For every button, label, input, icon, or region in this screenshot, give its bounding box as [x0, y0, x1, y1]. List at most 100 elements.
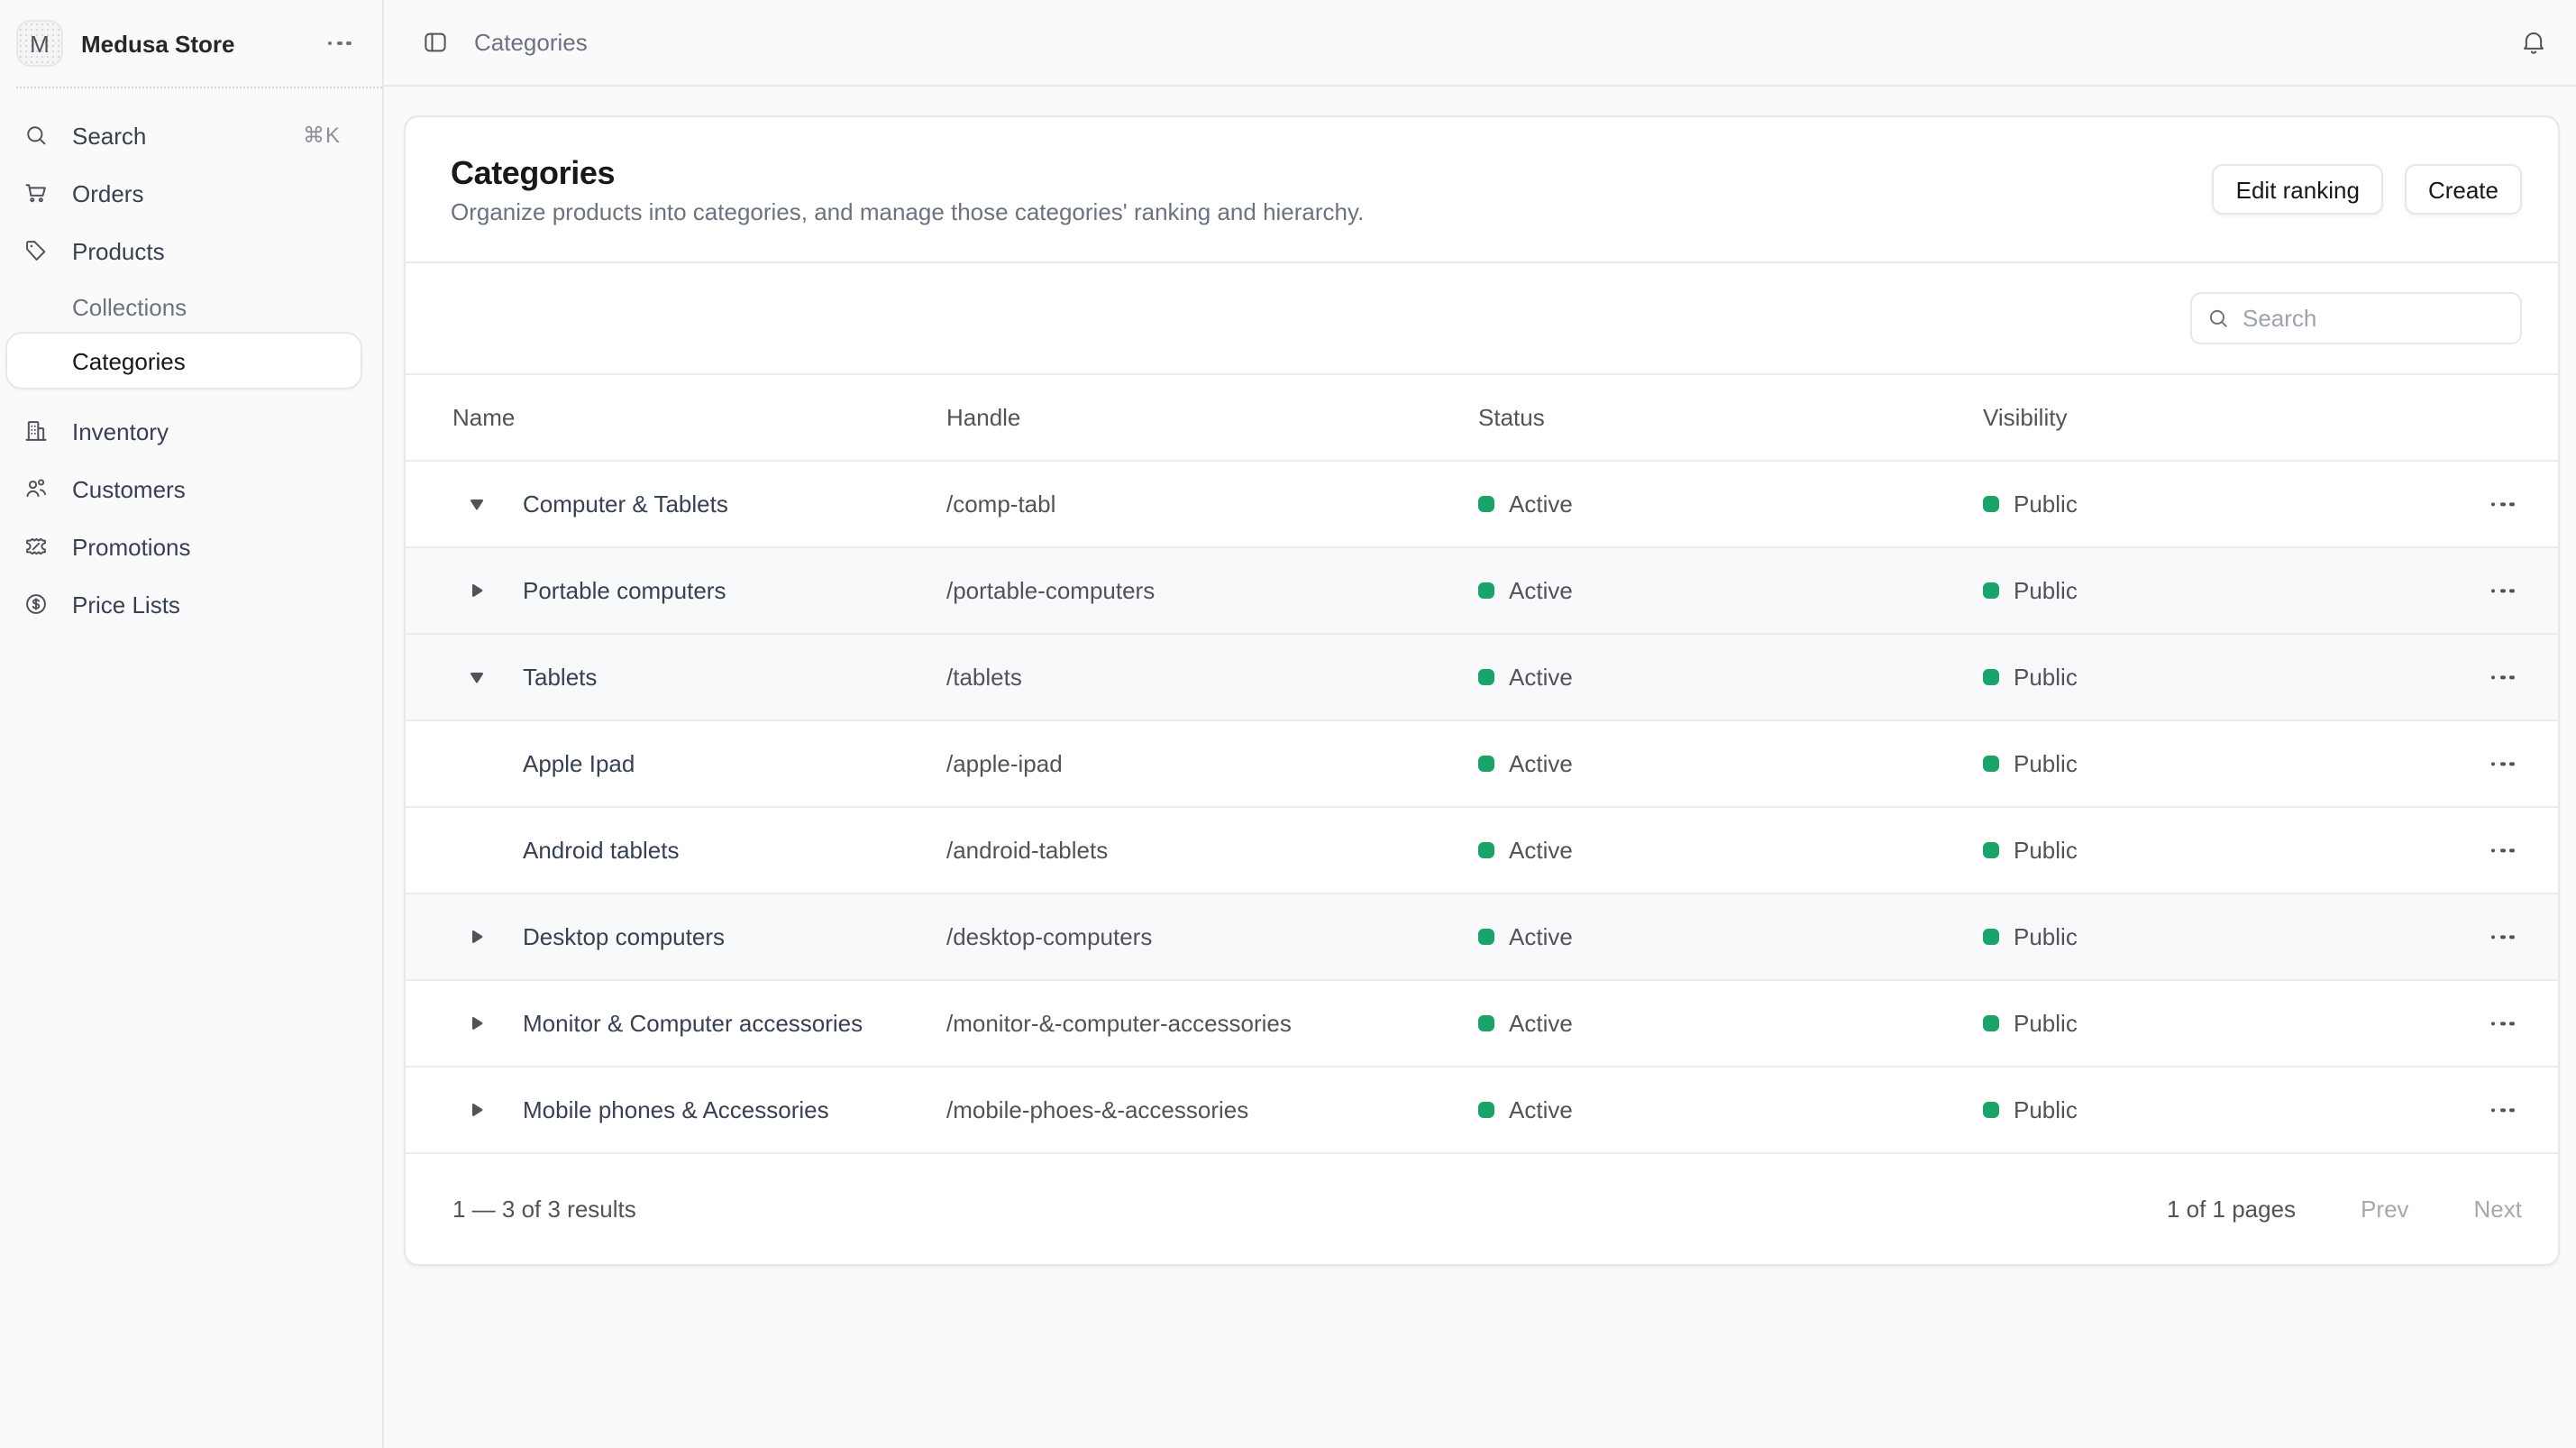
next-page-button[interactable]: Next	[2474, 1196, 2522, 1223]
table-row[interactable]: Apple Ipad /apple-ipad Active Public	[406, 721, 2558, 808]
category-name: Mobile phones & Accessories	[523, 1096, 829, 1123]
visibility-dot	[1983, 756, 1999, 772]
row-actions-button[interactable]	[2481, 494, 2524, 513]
breadcrumb: Categories	[474, 29, 588, 56]
table-row[interactable]: Computer & Tablets /comp-tabl Active Pub…	[406, 462, 2558, 548]
column-header-visibility: Visibility	[1983, 404, 2558, 431]
status-dot	[1478, 1102, 1494, 1118]
sidebar-item-customers[interactable]: Customers	[7, 460, 361, 518]
sidebar-item-orders[interactable]: Orders	[7, 164, 361, 222]
table-row[interactable]: Portable computers /portable-computers A…	[406, 548, 2558, 635]
category-name: Desktop computers	[523, 923, 725, 950]
categories-card: Categories Organize products into catego…	[404, 115, 2560, 1266]
table-row[interactable]: Desktop computers /desktop-computers Act…	[406, 894, 2558, 981]
sidebar-item-inventory[interactable]: Inventory	[7, 402, 361, 460]
sidebar-item-collections[interactable]: Collections	[7, 280, 361, 334]
table-search[interactable]	[2190, 292, 2522, 344]
visibility-dot	[1983, 929, 1999, 945]
ellipsis-icon	[2489, 588, 2517, 592]
visibility-dot	[1983, 496, 1999, 512]
sidebar-toggle-button[interactable]	[418, 25, 452, 60]
ellipsis-icon	[2489, 761, 2517, 765]
sidebar-item-promotions[interactable]: Promotions	[7, 518, 361, 575]
status-label: Active	[1509, 837, 1573, 864]
column-header-handle: Handle	[946, 404, 1478, 431]
prev-page-button[interactable]: Prev	[2361, 1196, 2408, 1223]
table-row[interactable]: Mobile phones & Accessories /mobile-phoe…	[406, 1068, 2558, 1154]
store-menu-button[interactable]	[318, 33, 361, 52]
store-avatar: M	[16, 20, 63, 67]
status-label: Active	[1509, 1096, 1573, 1123]
triangle-right-icon[interactable]	[449, 1015, 503, 1031]
category-name: Android tablets	[523, 837, 679, 864]
row-actions-button[interactable]	[2481, 754, 2524, 773]
row-actions-button[interactable]	[2481, 581, 2524, 600]
column-header-name: Name	[406, 404, 946, 431]
visibility-dot	[1983, 1015, 1999, 1031]
status-label: Active	[1509, 490, 1573, 518]
category-name: Computer & Tablets	[523, 490, 728, 518]
main-area: Categories Categories Organize products …	[384, 0, 2576, 1448]
table-row[interactable]: Tablets /tablets Active Public	[406, 635, 2558, 721]
ellipsis-icon	[2489, 674, 2517, 679]
status-dot	[1478, 842, 1494, 858]
status-label: Active	[1509, 577, 1573, 604]
category-name: Apple Ipad	[523, 750, 635, 777]
search-icon	[23, 123, 49, 148]
table-row[interactable]: Monitor & Computer accessories /monitor-…	[406, 981, 2558, 1068]
row-actions-button[interactable]	[2481, 1100, 2524, 1119]
sidebar-item-label: Price Lists	[72, 591, 341, 618]
store-switcher[interactable]: M Medusa Store	[0, 0, 382, 87]
status-label: Active	[1509, 664, 1573, 691]
create-button[interactable]: Create	[2405, 164, 2522, 215]
sidebar-item-price-lists[interactable]: Price Lists	[7, 575, 361, 633]
table-row[interactable]: Android tablets /android-tablets Active …	[406, 808, 2558, 894]
status-label: Active	[1509, 923, 1573, 950]
triangle-right-icon[interactable]	[449, 929, 503, 945]
triangle-right-icon[interactable]	[449, 1102, 503, 1118]
edit-ranking-button[interactable]: Edit ranking	[2213, 164, 2383, 215]
visibility-label: Public	[2014, 577, 2078, 604]
ellipsis-icon	[2489, 848, 2517, 852]
ellipsis-icon	[2489, 934, 2517, 939]
table-toolbar	[406, 261, 2558, 373]
sidebar-item-label: Search	[72, 122, 303, 149]
visibility-dot	[1983, 1102, 1999, 1118]
row-actions-button[interactable]	[2481, 1013, 2524, 1032]
sidebar-nav: Search ⌘K Orders Products Collections Ca…	[0, 88, 382, 633]
store-initial: M	[30, 30, 50, 57]
row-actions-button[interactable]	[2481, 927, 2524, 946]
notifications-button[interactable]	[2517, 25, 2551, 60]
search-icon	[2206, 307, 2230, 330]
row-actions-button[interactable]	[2481, 667, 2524, 686]
visibility-dot	[1983, 842, 1999, 858]
sidebar-item-search[interactable]: Search ⌘K	[7, 106, 361, 164]
sidebar-item-label: Categories	[72, 347, 341, 374]
status-label: Active	[1509, 750, 1573, 777]
status-dot	[1478, 1015, 1494, 1031]
triangle-down-icon[interactable]	[449, 669, 503, 685]
category-handle: /monitor-&-computer-accessories	[946, 1010, 1478, 1037]
visibility-label: Public	[2014, 1010, 2078, 1037]
category-name: Monitor & Computer accessories	[523, 1010, 863, 1037]
category-handle: /mobile-phoes-&-accessories	[946, 1096, 1478, 1123]
building-icon	[23, 418, 49, 444]
category-handle: /apple-ipad	[946, 750, 1478, 777]
row-actions-button[interactable]	[2481, 840, 2524, 859]
triangle-down-icon[interactable]	[449, 496, 503, 512]
dollar-circle-icon	[23, 591, 49, 617]
sidebar-item-label: Promotions	[72, 533, 341, 560]
category-handle: /desktop-computers	[946, 923, 1478, 950]
sidebar-item-label: Products	[72, 237, 341, 264]
results-count: 1 — 3 of 3 results	[452, 1196, 636, 1223]
card-header: Categories Organize products into catego…	[406, 117, 2558, 261]
tag-icon	[23, 238, 49, 263]
panel-left-icon	[422, 29, 449, 56]
status-label: Active	[1509, 1010, 1573, 1037]
content-area: Categories Organize products into catego…	[384, 87, 2576, 1448]
table-search-input[interactable]	[2243, 305, 2506, 332]
topbar: Categories	[384, 0, 2576, 87]
triangle-right-icon[interactable]	[449, 582, 503, 599]
sidebar-item-products[interactable]: Products	[7, 222, 361, 280]
sidebar-item-categories[interactable]: Categories	[7, 334, 361, 388]
